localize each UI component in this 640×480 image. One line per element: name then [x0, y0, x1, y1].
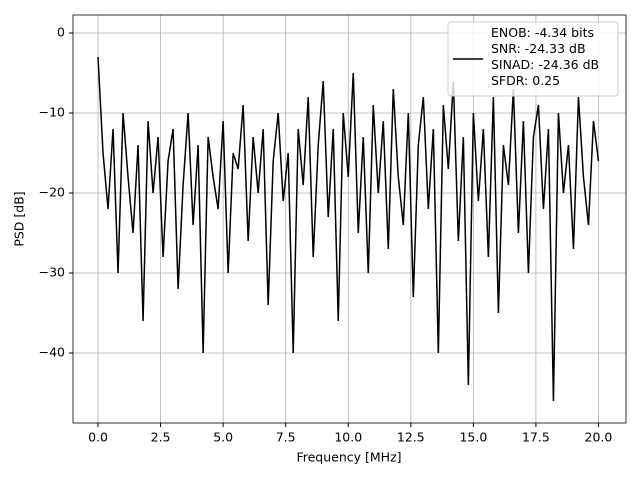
plot-frame	[72, 14, 627, 424]
legend-label: ENOB: -4.34 bits SNR: -24.33 dB SINAD: -…	[491, 25, 600, 88]
y-tick-label: −20	[39, 185, 65, 200]
legend-box	[447, 21, 619, 97]
x-axis-label: Frequency [MHz]	[296, 450, 401, 465]
x-tick-label: 2.5	[151, 430, 171, 445]
x-tick-label: 15.0	[459, 430, 487, 445]
x-tick-label: 20.0	[585, 430, 613, 445]
x-tick-label: 12.5	[397, 430, 425, 445]
x-tick-label: 10.0	[334, 430, 362, 445]
y-tick-label: −30	[39, 265, 65, 280]
legend-entry: ENOB: -4.34 bits SNR: -24.33 dB SINAD: -…	[491, 25, 600, 88]
y-tick-label: 0	[57, 25, 65, 40]
x-tick-label: 17.5	[522, 430, 550, 445]
x-tick-label: 7.5	[276, 430, 296, 445]
x-tick-label: 0.0	[88, 430, 108, 445]
y-tick-label: −10	[39, 105, 65, 120]
psd-line	[97, 56, 600, 402]
y-tick-label: −40	[39, 345, 65, 360]
y-axis-label: PSD [dB]	[12, 191, 27, 246]
x-tick-label: 5.0	[213, 430, 233, 445]
